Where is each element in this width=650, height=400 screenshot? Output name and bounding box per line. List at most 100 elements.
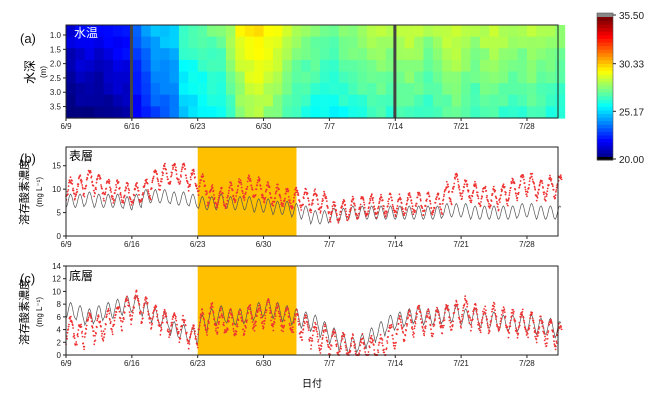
observed-point bbox=[534, 335, 537, 338]
heatmap-cell bbox=[517, 48, 528, 61]
observed-point bbox=[482, 190, 485, 193]
observed-point bbox=[410, 321, 413, 324]
observed-point bbox=[442, 195, 445, 198]
observed-point bbox=[402, 210, 405, 213]
observed-point bbox=[354, 343, 356, 346]
observed-point bbox=[276, 186, 279, 189]
heatmap-cell bbox=[301, 59, 312, 73]
heatmap-cell bbox=[470, 36, 481, 49]
x-tick-label: 7/14 bbox=[387, 240, 403, 249]
observed-point bbox=[190, 332, 192, 335]
observed-point bbox=[526, 191, 529, 194]
observed-point bbox=[418, 193, 421, 195]
observed-point bbox=[117, 182, 119, 185]
heatmap-cell bbox=[94, 25, 105, 38]
observed-point bbox=[296, 309, 298, 311]
observed-point bbox=[263, 198, 266, 201]
heatmap-cell bbox=[385, 36, 396, 49]
heatmap-cell bbox=[244, 48, 255, 61]
observed-point bbox=[506, 328, 509, 331]
observed-point bbox=[429, 316, 431, 318]
observed-point bbox=[105, 187, 108, 190]
observed-point bbox=[216, 331, 219, 333]
observed-point bbox=[560, 178, 563, 181]
observed-point bbox=[105, 315, 108, 318]
heatmap-cell bbox=[272, 94, 283, 107]
observed-point bbox=[543, 339, 546, 342]
colorbar-segment bbox=[597, 77, 613, 82]
observed-point bbox=[279, 318, 282, 321]
observed-point bbox=[231, 187, 233, 190]
observed-point bbox=[554, 348, 557, 351]
observed-point bbox=[258, 307, 261, 310]
observed-point bbox=[410, 202, 413, 205]
colorbar-segment bbox=[597, 127, 613, 132]
observed-point bbox=[560, 328, 563, 331]
observed-point bbox=[252, 196, 255, 199]
x-tick-label: 7/14 bbox=[387, 122, 403, 131]
observed-point bbox=[373, 349, 376, 351]
heatmap-cell bbox=[254, 59, 265, 73]
observed-point bbox=[82, 187, 84, 190]
observed-point bbox=[231, 317, 233, 319]
heatmap-cell bbox=[536, 48, 547, 61]
heatmap-cell bbox=[451, 25, 462, 38]
heatmap-cell bbox=[470, 25, 481, 38]
heatmap-cell bbox=[84, 83, 95, 96]
observed-point bbox=[162, 314, 165, 317]
heatmap-cell bbox=[432, 106, 443, 119]
observed-point bbox=[322, 334, 324, 337]
heatmap-cell bbox=[545, 71, 556, 84]
heatmap-cell bbox=[545, 48, 556, 61]
heatmap-cell bbox=[357, 59, 368, 73]
observed-point bbox=[273, 200, 276, 203]
observed-point bbox=[363, 201, 365, 204]
observed-point bbox=[127, 187, 130, 190]
observed-point bbox=[199, 182, 201, 184]
heatmap-cell bbox=[113, 71, 124, 84]
observed-point bbox=[263, 322, 266, 325]
observed-point bbox=[406, 202, 408, 205]
observed-point bbox=[267, 184, 270, 187]
observed-point bbox=[475, 185, 478, 187]
observed-point bbox=[102, 191, 105, 194]
heatmap-cell bbox=[508, 36, 519, 49]
observed-point bbox=[152, 316, 155, 318]
heatmap-cell bbox=[131, 48, 142, 61]
colorbar-segment bbox=[597, 138, 613, 143]
observed-point bbox=[195, 338, 198, 340]
observed-point bbox=[452, 188, 455, 190]
observed-point bbox=[237, 319, 240, 322]
observed-point bbox=[407, 311, 410, 314]
heatmap-cell bbox=[141, 94, 152, 107]
observed-point bbox=[359, 206, 362, 209]
heatmap-cell bbox=[395, 48, 406, 61]
heatmap-cell bbox=[357, 71, 368, 84]
observed-point bbox=[329, 348, 332, 350]
heatmap-cell bbox=[263, 25, 274, 38]
colorbar-segment bbox=[597, 70, 613, 75]
observed-point bbox=[218, 192, 221, 195]
observed-point bbox=[217, 201, 219, 204]
observed-point bbox=[396, 207, 398, 210]
observed-point bbox=[376, 211, 379, 214]
observed-point bbox=[104, 328, 106, 330]
heatmap-cell bbox=[423, 36, 434, 49]
observed-point bbox=[272, 329, 275, 332]
heatmap-cell bbox=[178, 83, 189, 96]
observed-point bbox=[157, 183, 160, 185]
observed-point bbox=[165, 172, 168, 175]
heatmap-cell bbox=[348, 59, 359, 73]
observed-point bbox=[273, 321, 276, 324]
observed-point bbox=[500, 314, 503, 316]
observed-point bbox=[317, 338, 320, 341]
colorbar-segment bbox=[597, 145, 613, 150]
observed-point bbox=[459, 194, 462, 197]
observed-point bbox=[116, 179, 119, 182]
colorbar-segment bbox=[597, 156, 613, 161]
x-tick-label: 7/21 bbox=[453, 240, 469, 249]
colorbar-segment bbox=[597, 63, 613, 68]
observed-point bbox=[131, 314, 134, 317]
observed-point bbox=[275, 190, 278, 192]
colorbar-segment bbox=[597, 67, 613, 72]
